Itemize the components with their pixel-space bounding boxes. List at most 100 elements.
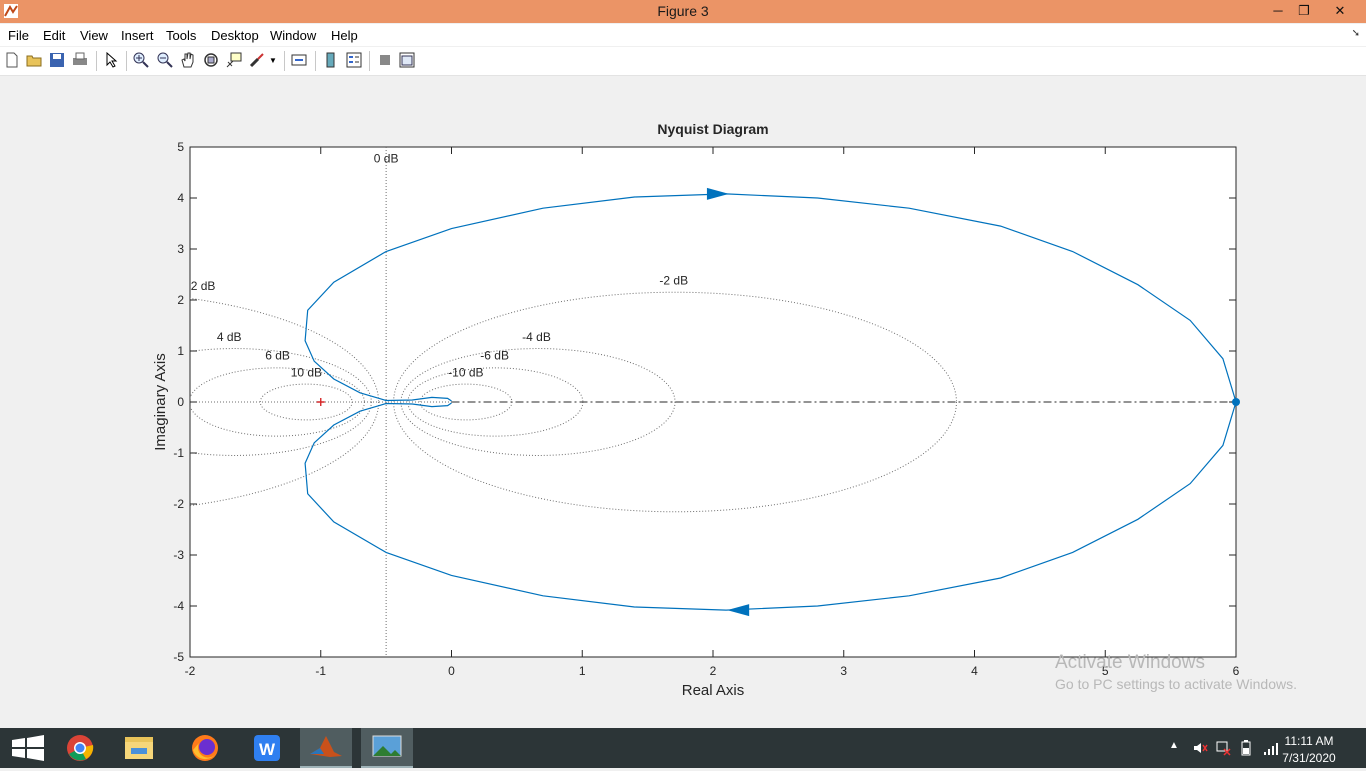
activation-watermark-title: Activate Windows (1055, 652, 1205, 673)
y-tick-label: 1 (177, 344, 184, 358)
y-tick-label: 0 (177, 395, 184, 409)
m-circle-label: -10 dB (448, 366, 483, 380)
y-tick-label: 4 (177, 191, 184, 205)
m-circle-label: 10 dB (291, 366, 322, 380)
svg-text:W: W (259, 740, 276, 759)
brush-icon[interactable] (249, 52, 265, 68)
chrome-icon[interactable] (52, 728, 108, 768)
zoom-out-icon[interactable] (157, 52, 173, 68)
edit-plot-icon[interactable] (104, 52, 120, 68)
y-axis-label: Imaginary Axis (152, 353, 169, 451)
y-tick-label: -5 (173, 650, 184, 664)
nyquist-branch-positive (304, 193, 1236, 403)
menu-desktop[interactable]: Desktop (211, 28, 259, 43)
toolbar-separator (315, 51, 316, 71)
insert-legend-icon[interactable] (346, 52, 362, 68)
m-circle-4db (190, 348, 372, 456)
open-file-icon[interactable] (26, 52, 42, 68)
m-circle-label: 4 dB (217, 330, 242, 344)
clock-date[interactable]: 7/31/2020 (1282, 751, 1336, 765)
matlab-icon (310, 736, 342, 757)
menu-window[interactable]: Window (270, 28, 317, 43)
m-circle-label: 0 dB (374, 151, 399, 165)
new-figure-icon[interactable] (4, 52, 20, 68)
toolbar-separator (96, 51, 97, 71)
data-cursor-icon[interactable] (226, 52, 242, 68)
insert-colorbar-icon[interactable] (323, 52, 339, 68)
nyquist-branch-negative (304, 401, 1236, 611)
network-disconnected-icon[interactable] (1215, 740, 1231, 756)
x-tick-label: 6 (1233, 664, 1240, 678)
menu-help[interactable]: Help (331, 28, 358, 43)
menu-edit[interactable]: Edit (43, 28, 66, 43)
y-tick-label: 2 (177, 293, 184, 307)
hide-plot-tools-icon[interactable] (377, 52, 393, 68)
x-tick-label: 2 (710, 664, 717, 678)
figure-toolbar: ▼ (0, 47, 1366, 76)
volume-muted-icon[interactable] (1192, 740, 1208, 756)
close-button[interactable]: ✕ (1334, 3, 1346, 18)
m-circle-label: -4 dB (522, 330, 551, 344)
direction-arrow (706, 187, 729, 200)
title-bar: Figure 3 ─ ❐ ✕ (0, 0, 1366, 23)
axis-ticks: -2 -1 0 1 2 3 4 5 6 -5 -4 -3 -2 -1 0 1 2 3 4 5 (173, 140, 1239, 678)
nyquist-curve (304, 187, 1236, 617)
signal-strength-icon[interactable] (1263, 740, 1279, 756)
show-hidden-icons-icon[interactable]: ▲ (1169, 740, 1179, 751)
matlab-task[interactable] (300, 728, 352, 768)
clock-time[interactable]: 11:11 AM (1284, 734, 1334, 748)
menu-view[interactable]: View (80, 28, 108, 43)
firefox-icon[interactable] (177, 728, 233, 768)
toolbar-separator (284, 51, 285, 71)
plot-title: Nyquist Diagram (657, 121, 768, 137)
photos-task[interactable] (361, 728, 413, 768)
m-circle-label: 2 dB (191, 279, 216, 293)
x-tick-label: 0 (448, 664, 455, 678)
zoom-in-icon[interactable] (133, 52, 149, 68)
menu-tools[interactable]: Tools (166, 28, 197, 43)
x-tick-label: 1 (579, 664, 586, 678)
m-circle-label: -6 dB (480, 349, 509, 363)
critical-point-marker (316, 398, 325, 406)
y-tick-label: 5 (177, 140, 184, 154)
m-circle--4db (400, 348, 676, 456)
x-tick-label: -1 (315, 664, 326, 678)
m-circle-label: 6 dB (265, 349, 290, 363)
toolbar-separator (126, 51, 127, 71)
wps-writer-icon[interactable]: W (239, 728, 295, 768)
activation-watermark-text: Go to PC settings to activate Windows. (1055, 676, 1297, 692)
minimize-button[interactable]: ─ (1273, 3, 1283, 18)
y-tick-label: -3 (173, 548, 184, 562)
print-icon[interactable] (72, 52, 88, 68)
start-point-marker (1232, 398, 1240, 406)
y-tick-label: -4 (173, 599, 184, 613)
y-tick-label: 3 (177, 242, 184, 256)
file-explorer-icon[interactable] (111, 728, 167, 768)
menu-insert[interactable]: Insert (121, 28, 154, 43)
x-tick-label: -2 (185, 664, 196, 678)
brush-dropdown-icon[interactable]: ▼ (269, 56, 277, 65)
menu-file[interactable]: File (8, 28, 29, 43)
taskbar: W ▲ 11:11 AM 7/31/2020 (0, 728, 1366, 768)
toolbar-separator (369, 51, 370, 71)
rotate-3d-icon[interactable] (203, 52, 219, 68)
link-plot-icon[interactable] (291, 52, 307, 68)
pan-icon[interactable] (180, 52, 196, 68)
x-tick-label: 4 (971, 664, 978, 678)
x-axis-label: Real Axis (682, 682, 745, 699)
window-title: Figure 3 (657, 3, 709, 19)
figure-canvas[interactable]: 0 dB 2 dB 4 dB 6 dB 10 dB -2 dB -4 dB -6 dB -10 … (0, 76, 1366, 728)
dock-arrow-icon[interactable]: ➘ (1351, 28, 1360, 39)
y-tick-label: -2 (173, 497, 184, 511)
windows-start-icon[interactable] (0, 728, 56, 768)
restore-button[interactable]: ❐ (1298, 3, 1310, 18)
direction-arrow (727, 604, 750, 617)
menu-bar: File Edit View Insert Tools Desktop Wind… (0, 24, 1366, 46)
battery-icon[interactable] (1238, 740, 1254, 756)
save-icon[interactable] (49, 52, 65, 68)
x-tick-label: 5 (1102, 664, 1109, 678)
m-circle--2db (393, 291, 957, 513)
y-tick-label: -1 (173, 446, 184, 460)
show-plot-tools-icon[interactable] (399, 52, 415, 68)
